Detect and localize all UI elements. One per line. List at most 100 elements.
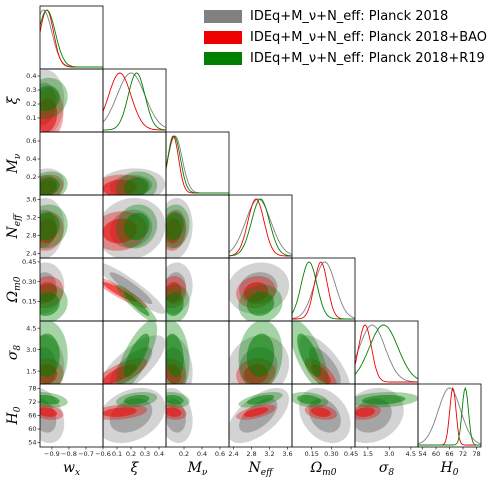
x-axis-label-om: Ωm0 <box>310 460 337 478</box>
contour-h0-s8-series-2-68 <box>361 395 406 405</box>
y-tick-label-om: 0.30 <box>22 278 36 286</box>
contour-neff-xi-series-2-68 <box>123 212 150 241</box>
panel-h0-vs-s8 <box>355 387 418 444</box>
panel-s8-vs-s8 <box>355 324 418 383</box>
y-tick-label-h0: 60 <box>28 425 36 433</box>
y-tick-label-neff: 3.2 <box>26 214 36 222</box>
marginal-om-series-2 <box>292 261 355 320</box>
panel-om-vs-neff <box>229 262 290 321</box>
marginal-neff-series-2 <box>229 198 292 257</box>
marginal-neff-series-0 <box>229 198 292 255</box>
marginal-wx-series-0 <box>40 9 103 68</box>
y-tick-label-xi: 0.3 <box>26 86 36 94</box>
marginal-xi-series-0 <box>103 72 166 128</box>
contour-h0-s8-series-1-68 <box>355 407 375 417</box>
x-tick-label-om: 0.30 <box>324 450 338 458</box>
contour-neff-mnu-series-2-68 <box>166 212 184 241</box>
x-tick-label-om: 0.15 <box>304 450 318 458</box>
contour-h0-neff-series-1-68 <box>243 407 269 417</box>
marginal-s8-series-1 <box>355 324 418 383</box>
y-tick-label-neff: 3.6 <box>26 196 36 204</box>
marginal-om-series-0 <box>292 261 355 320</box>
x-tick-label-s8: 3.0 <box>384 450 394 458</box>
panel-neff-vs-wx <box>40 197 68 258</box>
x-axis-label-wx: wx <box>63 460 80 478</box>
panel-xi-vs-xi <box>103 72 166 131</box>
panel-mnu-vs-wx <box>40 168 68 195</box>
y-tick-label-neff: 2.4 <box>26 250 36 258</box>
contour-h0-mnu-series-1-68 <box>166 407 182 417</box>
panel-frame-1-1 <box>102 68 167 133</box>
x-axis-label-xi: ξ <box>131 460 140 476</box>
legend-swatch-bao <box>204 31 242 44</box>
panel-om-vs-mnu <box>166 262 193 321</box>
x-tick-label-h0: 66 <box>445 450 453 458</box>
contour-s8-xi-series-2-68 <box>123 333 150 378</box>
x-tick-label-neff: 2.4 <box>228 450 238 458</box>
panel-s8-vs-xi <box>103 321 166 384</box>
x-tick-label-wx: −0.8 <box>61 450 77 458</box>
panel-h0-vs-wx <box>40 388 68 444</box>
y-tick-label-xi: 0.1 <box>26 114 36 122</box>
x-tick-label-s8: 1.5 <box>363 450 373 458</box>
marginal-wx-series-2 <box>40 9 103 68</box>
panel-s8-vs-om <box>292 321 350 384</box>
marginal-mnu-series-1 <box>166 135 229 194</box>
panel-h0-vs-om <box>292 387 351 444</box>
x-tick-label-xi: 0.4 <box>154 450 164 458</box>
marginal-xi-series-2 <box>103 72 166 131</box>
panel-frame-5-5 <box>354 320 419 385</box>
panel-neff-vs-xi <box>103 197 166 258</box>
panel-om-vs-wx <box>40 262 68 321</box>
contour-om-xi-series-0-68 <box>109 272 153 305</box>
x-tick-label-h0: 72 <box>459 450 467 458</box>
x-tick-label-xi: 0.3 <box>140 450 150 458</box>
x-tick-label-neff: 3.2 <box>264 450 274 458</box>
x-tick-label-om: 0.45 <box>344 450 358 458</box>
legend: IDEq+M_ν+N_eff: Planck 2018 IDEq+M_ν+N_e… <box>204 6 487 69</box>
contour-s8-mnu-series-2-68 <box>166 333 184 378</box>
contour-om-wx-series-2-68 <box>40 292 60 316</box>
x-tick-label-wx: −0.6 <box>95 450 111 458</box>
y-axis-label-s8: σ8 <box>5 345 23 361</box>
y-tick-label-h0: 54 <box>28 439 36 447</box>
contour-mnu-wx-series-2-68 <box>40 177 60 195</box>
panel-mnu-vs-xi <box>103 168 166 195</box>
panel-neff-vs-neff <box>229 198 292 257</box>
contour-om-xi-series-2-68 <box>123 292 150 316</box>
contour-h0-neff-series-0-68 <box>239 398 278 433</box>
x-axis-label-h0: H0 <box>440 460 459 478</box>
marginal-s8-series-0 <box>355 324 418 383</box>
marginal-wx-series-1 <box>40 9 103 68</box>
y-tick-label-h0: 72 <box>28 398 36 406</box>
marginal-xi-series-1 <box>103 72 166 131</box>
marginal-mnu-series-0 <box>166 135 229 194</box>
x-tick-label-neff: 3.6 <box>282 450 292 458</box>
y-tick-label-s8: 1.5 <box>26 367 36 375</box>
y-axis-label-h0: H0 <box>5 406 23 425</box>
contour-om-mnu-series-2-68 <box>166 292 184 316</box>
legend-swatch-r19 <box>204 52 242 65</box>
panel-h0-vs-neff <box>229 387 290 444</box>
x-axis-label-mnu: Mν <box>187 460 208 478</box>
panel-h0-vs-h0 <box>418 386 481 446</box>
panel-om-vs-om <box>292 261 355 320</box>
y-axis-label-mnu: Mν <box>5 153 23 174</box>
panel-neff-vs-mnu <box>166 197 193 258</box>
x-axis-label-s8: σ8 <box>379 460 395 478</box>
y-axis-label-neff: Neff <box>5 213 23 240</box>
legend-item-bao: IDEq+M_ν+N_eff: Planck 2018+BAO <box>204 27 487 48</box>
legend-swatch-planck <box>204 10 242 23</box>
y-tick-label-mnu: 0.4 <box>26 155 36 163</box>
y-tick-label-xi: 0.2 <box>26 100 36 108</box>
x-tick-label-h0: 78 <box>472 450 480 458</box>
marginal-s8-series-2 <box>355 324 418 380</box>
contour-xi-wx-series-2-68 <box>40 85 60 112</box>
x-tick-label-mnu: 0.6 <box>215 450 225 458</box>
panel-s8-vs-wx <box>40 321 68 384</box>
panel-xi-vs-wx <box>40 69 68 132</box>
y-tick-label-h0: 78 <box>28 385 36 393</box>
x-tick-label-h0: 54 <box>418 450 426 458</box>
y-tick-label-h0: 66 <box>28 412 36 420</box>
